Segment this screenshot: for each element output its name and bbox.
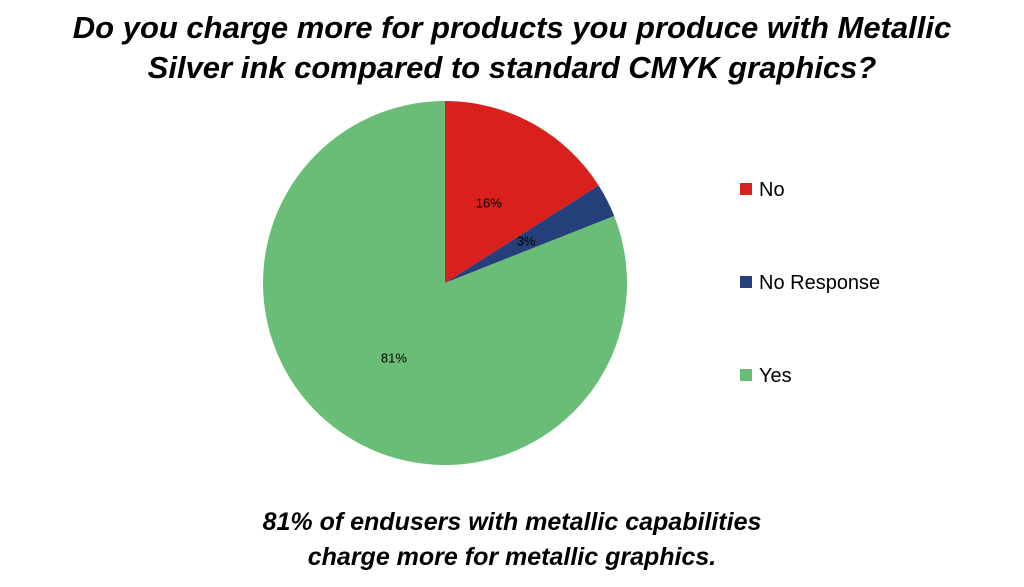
chart-caption-line-2: charge more for metallic graphics. — [307, 543, 717, 571]
chart-title-line-1: Do you charge more for products you prod… — [72, 10, 952, 45]
legend-swatch-no — [740, 183, 752, 195]
chart-title: Do you charge more for products you prod… — [0, 8, 1024, 88]
pie-slice-no-response — [445, 185, 615, 283]
chart-caption: 81% of endusers with metallic capabiliti… — [0, 505, 1024, 575]
legend-label-yes: Yes — [759, 365, 792, 387]
chart-caption-line-1: 81% of endusers with metallic capabiliti… — [262, 508, 762, 536]
data-label-yes: 81% — [381, 350, 407, 365]
legend: No No Response Yes — [740, 179, 880, 387]
data-label-no-response: 3% — [517, 234, 536, 249]
legend-label-no-response: No Response — [759, 272, 880, 294]
data-label-no: 16% — [476, 195, 502, 210]
legend-swatch-yes — [740, 369, 752, 381]
pie-labels: 16% 3% 81% — [381, 195, 536, 365]
legend-swatch-no-response — [740, 276, 752, 288]
pie-slice-yes — [263, 101, 628, 465]
pie-slices — [263, 100, 628, 465]
pie-slice-no — [445, 100, 599, 283]
chart-title-line-2: Silver ink compared to standard CMYK gra… — [147, 50, 877, 85]
legend-label-no: No — [759, 179, 785, 201]
